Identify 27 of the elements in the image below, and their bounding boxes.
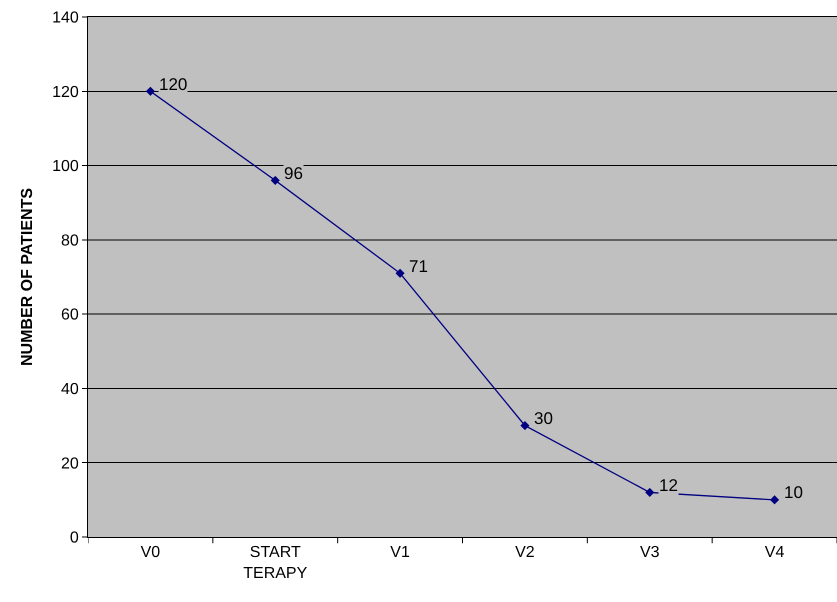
data-label: 96 <box>284 164 303 183</box>
data-label: 10 <box>784 483 803 502</box>
x-tick-label: V1 <box>390 544 410 562</box>
x-tick-label: V2 <box>515 544 535 562</box>
x-tick-label: START TERAPY <box>243 544 308 582</box>
y-tick-label: 60 <box>61 306 79 324</box>
x-tick-label: V3 <box>640 544 660 562</box>
point <box>520 421 530 430</box>
y-tick-label: 140 <box>52 10 79 27</box>
data-label: 30 <box>534 409 553 428</box>
y-axis-title: NUMBER OF PATIENTS <box>18 188 36 366</box>
point <box>146 86 155 96</box>
y-tick-label: 80 <box>61 232 79 250</box>
x-tick-label: V0 <box>140 544 160 562</box>
data-label: 120 <box>159 75 188 94</box>
y-tick-label: 100 <box>52 158 79 176</box>
y-tick-label: 20 <box>61 455 79 472</box>
data-label: 12 <box>659 476 678 495</box>
point <box>770 495 780 504</box>
y-tick-label: 0 <box>70 530 79 547</box>
point <box>270 176 280 185</box>
point <box>396 268 405 278</box>
x-tick-label: V4 <box>764 544 784 562</box>
y-tick-label: 40 <box>61 381 79 398</box>
data-label: 71 <box>409 257 428 276</box>
y-tick-label: 120 <box>52 84 79 101</box>
point <box>645 488 654 497</box>
